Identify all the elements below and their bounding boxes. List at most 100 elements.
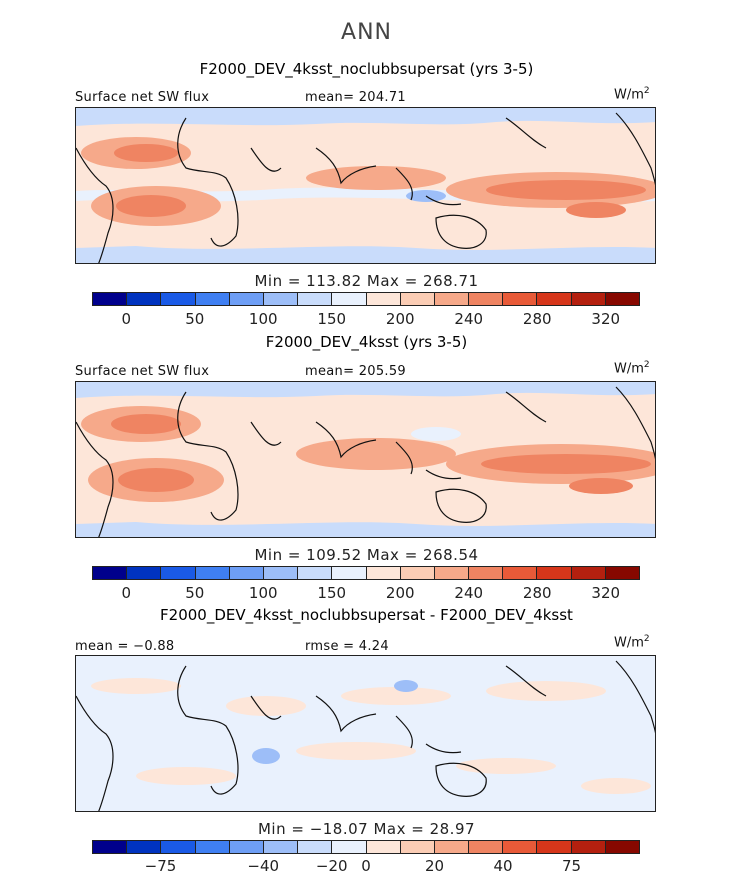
panel3-negative-patch-asia	[394, 680, 418, 692]
panel3-colorbar-cell	[434, 841, 470, 853]
panel3-rmse: rmse = 4.24	[305, 639, 389, 654]
panel3-positive-patch-h	[581, 778, 651, 794]
panel1-colorbar-ticks: 0 50 100 150 200 240 280 320	[92, 310, 640, 328]
panel3-colorbar-tick-label: −20	[315, 857, 348, 875]
panel1-mean: mean= 204.71	[305, 90, 406, 105]
panel3-colorbar-cell	[93, 841, 128, 853]
panel2-colorbar-cell	[161, 567, 196, 579]
panel1-coast-japan	[505, 117, 547, 149]
panel3-coast-australia	[435, 762, 487, 797]
panel3-colorbar-tick-label: 40	[493, 857, 513, 875]
panel3-coast-japan	[505, 665, 547, 697]
panel2-colorbar-tick-label: 240	[454, 584, 484, 602]
panel3-colorbar-cell	[229, 841, 264, 853]
panel2-colorbar-cell	[503, 567, 538, 579]
panel1-colorbar-cell	[332, 293, 367, 305]
panel3-coastlines	[76, 660, 655, 811]
panel1-colorbar-cell	[537, 293, 572, 305]
panel1-peak-pacific	[486, 180, 646, 200]
panel2-colorbar	[92, 566, 640, 580]
panel1-colorbar-cell	[503, 293, 538, 305]
panel2-coast-australia	[435, 488, 487, 523]
panel2-title: F2000_DEV_4ksst (yrs 3-5)	[265, 333, 468, 351]
panel1-colorbar-cell	[400, 293, 435, 305]
panel3-colorbar-cell	[195, 841, 230, 853]
panel3-map-svg	[76, 656, 655, 811]
panel2-colorbar-cell	[127, 567, 162, 579]
panel3-colorbar-cell	[263, 841, 299, 853]
panel1-colorbar-cell	[298, 293, 333, 305]
panel3-coast-india	[315, 695, 377, 733]
panel3-colorbar-cell	[571, 841, 606, 853]
panel1-peak-south-pacific	[566, 202, 626, 218]
panel1-units: W/m2	[614, 86, 650, 103]
panel1-coast-india	[315, 147, 377, 185]
panel2-peak-pacific	[481, 454, 651, 474]
panel1-title: F2000_DEV_4ksst_noclubbsupersat (yrs 3-5…	[199, 60, 534, 78]
panel1-peak-south-america	[116, 195, 186, 217]
panel3-coast-africa	[177, 665, 239, 795]
panel1-variable-label: Surface net SW flux	[75, 90, 210, 105]
panel2-coastlines	[76, 386, 655, 537]
panel2-colorbar-tick-label: 150	[317, 584, 347, 602]
panel2-colorbar-cell	[537, 567, 572, 579]
panel3-map	[75, 655, 656, 812]
panel3-colorbar-tick-label: 0	[361, 857, 371, 875]
panel1-coast-red-sea	[250, 147, 282, 172]
panel1-map-svg	[76, 108, 655, 263]
panel3-colorbar-cell	[366, 841, 401, 853]
panel2-colorbar-cell	[298, 567, 333, 579]
panel2-colorbar-cell	[229, 567, 264, 579]
panel2-colorbar-tick-label: 280	[522, 584, 552, 602]
panel2-colorbar-tick-label: 320	[591, 584, 621, 602]
panel2-colorbar-cell	[434, 567, 470, 579]
panel2-map	[75, 381, 656, 538]
panel1-colorbar-cell	[469, 293, 504, 305]
panel3-colorbar-cell	[298, 841, 333, 853]
panel2-map-svg	[76, 382, 655, 537]
panel3-colorbar-cell	[537, 841, 572, 853]
panel1-colorbar-cell	[263, 293, 299, 305]
panel3-mean: mean = −0.88	[75, 639, 175, 654]
panel1-coast-australia	[435, 214, 487, 249]
panel2-peak-south-america	[118, 468, 194, 492]
panel3-positive-patch-f	[456, 758, 556, 774]
panel3-colorbar-cell	[127, 841, 162, 853]
panel3-colorbar-tick-label: 75	[561, 857, 582, 875]
panel2-peak-south-pacific	[569, 478, 633, 494]
panel3-colorbar-tick-label: −40	[247, 857, 280, 875]
panel1-coast-americas-east	[615, 112, 655, 186]
panel1-south-cloud-band	[76, 246, 655, 263]
panel3-positive-patch-g	[136, 767, 236, 785]
panel1-colorbar-tick-label: 200	[385, 310, 415, 328]
panel3-minmax: Min = −18.07 Max = 28.97	[257, 820, 476, 838]
panel2-coast-africa	[177, 391, 239, 521]
panel1-colorbar-cell	[127, 293, 162, 305]
panel2-colorbar-cell	[400, 567, 435, 579]
panel3-background-field	[76, 656, 655, 811]
panel3-positive-patch-a	[91, 678, 181, 694]
panel1-colorbar-tick-label: 0	[121, 310, 132, 328]
panel3-positive-patch-c	[341, 687, 451, 705]
panel2-colorbar-cell	[571, 567, 606, 579]
panel3-coast-red-sea	[250, 695, 282, 720]
panel1-colorbar-cell	[195, 293, 230, 305]
panel1-colorbar-tick-label: 50	[185, 310, 205, 328]
panel2-coast-india	[315, 421, 377, 459]
panel1-colorbar	[92, 292, 640, 306]
panel3-positive-patch-b	[226, 696, 306, 716]
panel2-colorbar-cell	[195, 567, 230, 579]
panel1-colorbar-tick-label: 240	[454, 310, 484, 328]
panel2-south-cloud-band	[76, 522, 655, 537]
panel3-coast-americas	[76, 695, 114, 811]
panel1-colorbar-cell	[366, 293, 401, 305]
panel1-high-flux-indian-ocean	[306, 166, 446, 190]
panel3-colorbar-cell	[332, 841, 367, 853]
panel1-peak-atlantic-north	[114, 144, 178, 162]
panel2-colorbar-cell	[469, 567, 504, 579]
panel2-colorbar-tick-label: 50	[185, 584, 205, 602]
panel2-north-cloud-band	[76, 382, 655, 398]
panel3-colorbar-cell	[503, 841, 538, 853]
panel2-minmax: Min = 109.52 Max = 268.54	[254, 546, 479, 564]
panel3-negative-patch-africa	[252, 748, 280, 764]
